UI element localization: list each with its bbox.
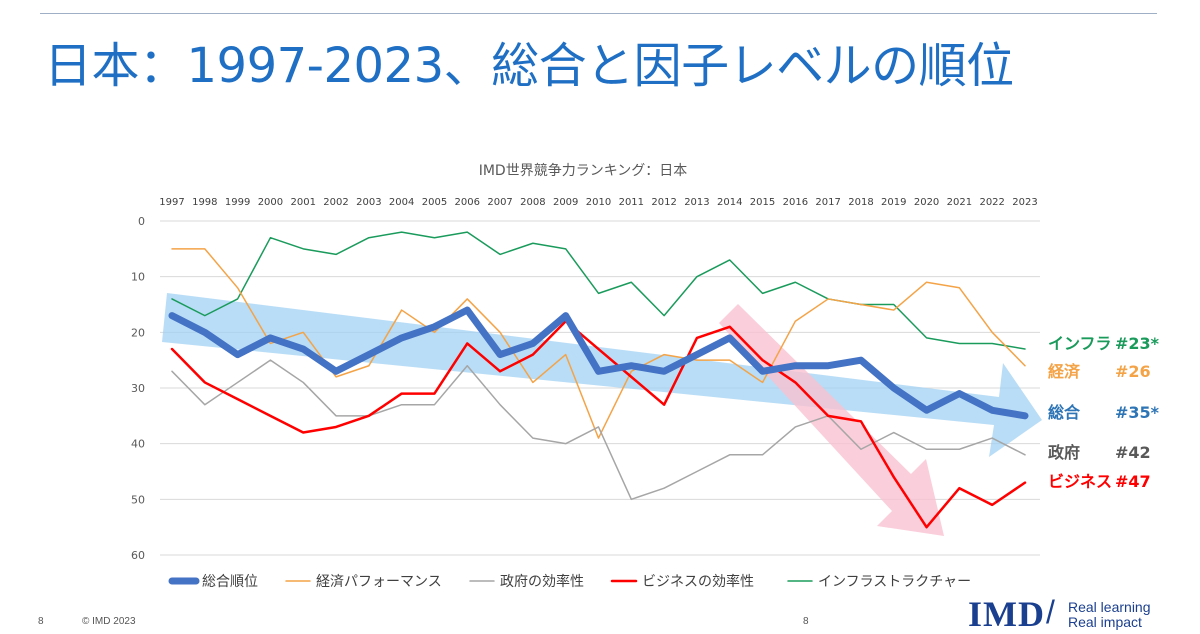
series-line — [168, 306, 1029, 420]
x-tick-label: 2011 — [619, 197, 644, 208]
annotation-rank: #23* — [1115, 334, 1160, 353]
x-tick-label: 2015 — [750, 197, 775, 208]
series-line — [170, 319, 1027, 529]
tagline-real-impact: Real impact — [1068, 614, 1142, 630]
legend-label: 経済パフォーマンス — [316, 574, 442, 590]
x-tick-label: 2014 — [717, 197, 742, 208]
chart-title: IMD世界競争力ランキング：日本 — [479, 163, 688, 179]
y-tick-label: 30 — [131, 382, 145, 395]
x-tick-label: 2018 — [848, 197, 873, 208]
x-tick-label: 2016 — [783, 197, 808, 208]
y-tick-label: 40 — [131, 438, 145, 451]
x-tick-label: 2003 — [356, 197, 381, 208]
logo-slash: / — [1046, 594, 1055, 630]
legend-label: 政府の効率性 — [500, 573, 584, 590]
legend-label: ビジネスの効率性 — [642, 573, 754, 590]
x-tick-label: 1998 — [192, 197, 217, 208]
x-tick-label: 2020 — [914, 197, 939, 208]
series-line — [171, 359, 1026, 501]
x-tick-label: 2008 — [520, 197, 545, 208]
page-number-center: 8 — [803, 616, 809, 627]
imd-logo: IMD — [968, 594, 1045, 634]
tagline-real-learning: Real learning — [1068, 599, 1151, 615]
x-tick-label: 2009 — [553, 197, 578, 208]
annotation-name: 経済 — [1048, 362, 1081, 381]
annotation-name: 政府 — [1048, 443, 1080, 462]
page-number-left: 8 — [38, 616, 44, 627]
x-tick-label: 2022 — [979, 197, 1004, 208]
x-tick-label: 2007 — [487, 197, 512, 208]
x-tick-label: 2001 — [291, 197, 316, 208]
x-tick-label: 2006 — [455, 197, 480, 208]
x-tick-label: 2004 — [389, 197, 414, 208]
top-divider-line — [40, 13, 1157, 14]
annotation-rank: #35* — [1115, 403, 1160, 422]
x-tick-label: 2005 — [422, 197, 447, 208]
x-tick-label: 1999 — [225, 197, 250, 208]
annotation-name: ビジネス — [1048, 472, 1112, 491]
legend-label: インフラストラクチャー — [818, 574, 971, 590]
x-tick-label: 2002 — [323, 197, 348, 208]
x-tick-label: 2013 — [684, 197, 709, 208]
x-tick-label: 2010 — [586, 197, 611, 208]
y-tick-label: 0 — [138, 215, 145, 228]
x-tick-label: 1997 — [159, 197, 184, 208]
annotation-name: インフラ — [1048, 334, 1112, 353]
y-tick-label: 10 — [131, 271, 145, 284]
legend-label: 総合順位 — [202, 574, 258, 590]
annotation-rank: #47 — [1115, 472, 1151, 491]
blue-trend-arrow — [162, 293, 1042, 457]
x-tick-label: 2023 — [1012, 197, 1037, 208]
annotation-name: 総合 — [1048, 403, 1081, 422]
x-tick-label: 2012 — [651, 197, 676, 208]
x-tick-label: 2000 — [258, 197, 283, 208]
copyright-text: © IMD 2023 — [82, 616, 136, 627]
y-tick-label: 60 — [131, 549, 145, 562]
annotation-rank: #26 — [1115, 362, 1151, 381]
y-tick-label: 50 — [131, 493, 145, 506]
x-tick-label: 2019 — [881, 197, 906, 208]
series-line — [171, 231, 1026, 350]
series-line — [171, 248, 1026, 439]
x-tick-label: 2021 — [947, 197, 972, 208]
y-tick-label: 20 — [131, 326, 145, 339]
annotation-rank: #42 — [1115, 443, 1151, 462]
page-title: 日本：1997-2023、総合と因子レベルの順位 — [44, 38, 1014, 94]
x-tick-label: 2017 — [815, 197, 840, 208]
